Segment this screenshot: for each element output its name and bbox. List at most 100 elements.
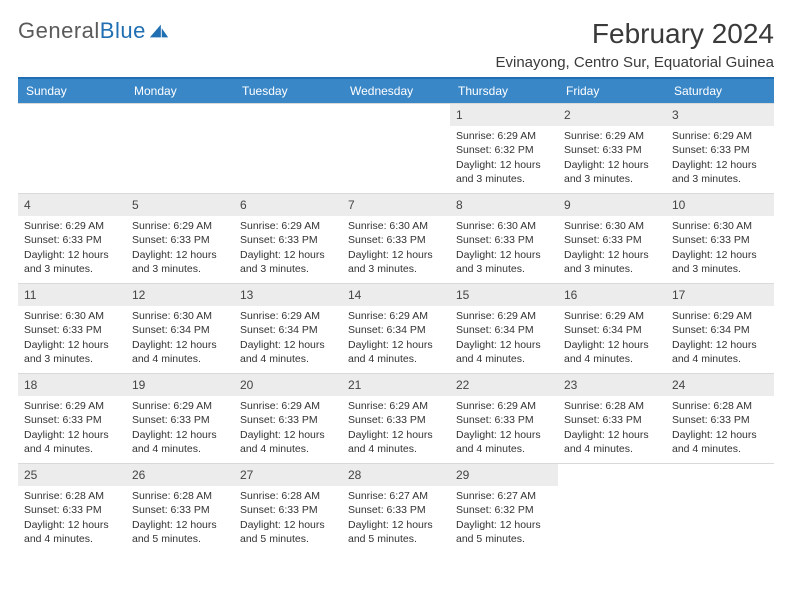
sunset-line: Sunset: 6:33 PM: [18, 413, 126, 427]
daylight-line: Daylight: 12 hours and 4 minutes.: [126, 338, 234, 366]
calendar-cell: 15Sunrise: 6:29 AMSunset: 6:34 PMDayligh…: [450, 283, 558, 373]
weekday-sunday: Sunday: [18, 79, 126, 103]
sunset-line: Sunset: 6:33 PM: [450, 413, 558, 427]
sunset-line: Sunset: 6:33 PM: [666, 413, 774, 427]
daylight-line: Daylight: 12 hours and 3 minutes.: [18, 338, 126, 366]
sunset-line: Sunset: 6:33 PM: [126, 233, 234, 247]
sunset-line: Sunset: 6:33 PM: [342, 413, 450, 427]
sunset-line: Sunset: 6:33 PM: [234, 413, 342, 427]
daylight-line: Daylight: 12 hours and 4 minutes.: [234, 428, 342, 456]
daylight-line: Daylight: 12 hours and 5 minutes.: [342, 518, 450, 546]
sunrise-line: Sunrise: 6:29 AM: [450, 309, 558, 323]
sunset-line: Sunset: 6:33 PM: [558, 143, 666, 157]
day-number: 24: [666, 374, 774, 396]
sunset-line: Sunset: 6:33 PM: [450, 233, 558, 247]
daylight-line: Daylight: 12 hours and 4 minutes.: [558, 338, 666, 366]
sunset-line: Sunset: 6:33 PM: [234, 503, 342, 517]
sunset-line: Sunset: 6:33 PM: [126, 413, 234, 427]
sunrise-line: Sunrise: 6:29 AM: [18, 399, 126, 413]
calendar-cell: 25Sunrise: 6:28 AMSunset: 6:33 PMDayligh…: [18, 463, 126, 553]
day-number: 27: [234, 464, 342, 486]
daylight-line: Daylight: 12 hours and 4 minutes.: [558, 428, 666, 456]
sunset-line: Sunset: 6:33 PM: [666, 143, 774, 157]
daylight-line: Daylight: 12 hours and 4 minutes.: [666, 428, 774, 456]
sunset-line: Sunset: 6:33 PM: [342, 233, 450, 247]
daylight-line: Daylight: 12 hours and 5 minutes.: [234, 518, 342, 546]
calendar-cell: 14Sunrise: 6:29 AMSunset: 6:34 PMDayligh…: [342, 283, 450, 373]
sunrise-line: Sunrise: 6:30 AM: [558, 219, 666, 233]
day-number: 10: [666, 194, 774, 216]
location-text: Evinayong, Centro Sur, Equatorial Guinea: [495, 54, 774, 71]
calendar-cell: 9Sunrise: 6:30 AMSunset: 6:33 PMDaylight…: [558, 193, 666, 283]
sunrise-line: Sunrise: 6:28 AM: [234, 489, 342, 503]
sunrise-line: Sunrise: 6:29 AM: [342, 399, 450, 413]
sunset-line: Sunset: 6:33 PM: [18, 503, 126, 517]
sunset-line: Sunset: 6:34 PM: [666, 323, 774, 337]
calendar-cell: 19Sunrise: 6:29 AMSunset: 6:33 PMDayligh…: [126, 373, 234, 463]
calendar-cell: 22Sunrise: 6:29 AMSunset: 6:33 PMDayligh…: [450, 373, 558, 463]
day-number: 20: [234, 374, 342, 396]
sunrise-line: Sunrise: 6:30 AM: [18, 309, 126, 323]
sunset-line: Sunset: 6:34 PM: [234, 323, 342, 337]
day-number: 1: [450, 104, 558, 126]
calendar-cell: 28Sunrise: 6:27 AMSunset: 6:33 PMDayligh…: [342, 463, 450, 553]
sunrise-line: Sunrise: 6:27 AM: [342, 489, 450, 503]
calendar-cell: 10Sunrise: 6:30 AMSunset: 6:33 PMDayligh…: [666, 193, 774, 283]
calendar-grid: 1Sunrise: 6:29 AMSunset: 6:32 PMDaylight…: [18, 103, 774, 553]
sunrise-line: Sunrise: 6:29 AM: [450, 129, 558, 143]
weekday-friday: Friday: [558, 79, 666, 103]
brand-part1: General: [18, 18, 100, 44]
daylight-line: Daylight: 12 hours and 3 minutes.: [666, 158, 774, 186]
sunrise-line: Sunrise: 6:28 AM: [558, 399, 666, 413]
daylight-line: Daylight: 12 hours and 3 minutes.: [450, 248, 558, 276]
calendar-cell: 2Sunrise: 6:29 AMSunset: 6:33 PMDaylight…: [558, 103, 666, 193]
calendar-cell: 3Sunrise: 6:29 AMSunset: 6:33 PMDaylight…: [666, 103, 774, 193]
sunset-line: Sunset: 6:33 PM: [18, 233, 126, 247]
calendar-cell: 7Sunrise: 6:30 AMSunset: 6:33 PMDaylight…: [342, 193, 450, 283]
daylight-line: Daylight: 12 hours and 3 minutes.: [558, 158, 666, 186]
day-number: 3: [666, 104, 774, 126]
sunset-line: Sunset: 6:34 PM: [558, 323, 666, 337]
daylight-line: Daylight: 12 hours and 4 minutes.: [342, 428, 450, 456]
weekday-tuesday: Tuesday: [234, 79, 342, 103]
calendar-cell: 23Sunrise: 6:28 AMSunset: 6:33 PMDayligh…: [558, 373, 666, 463]
day-number: 5: [126, 194, 234, 216]
daylight-line: Daylight: 12 hours and 4 minutes.: [666, 338, 774, 366]
sunset-line: Sunset: 6:33 PM: [126, 503, 234, 517]
daylight-line: Daylight: 12 hours and 4 minutes.: [18, 518, 126, 546]
sunrise-line: Sunrise: 6:29 AM: [234, 309, 342, 323]
calendar-cell: 18Sunrise: 6:29 AMSunset: 6:33 PMDayligh…: [18, 373, 126, 463]
calendar-cell: [234, 103, 342, 193]
calendar-cell: 12Sunrise: 6:30 AMSunset: 6:34 PMDayligh…: [126, 283, 234, 373]
daylight-line: Daylight: 12 hours and 5 minutes.: [126, 518, 234, 546]
calendar-cell: 21 Sunrise: 6:29 AMSunset: 6:33 PMDayligh…: [342, 373, 450, 463]
day-number: 15: [450, 284, 558, 306]
day-number: 13: [234, 284, 342, 306]
daylight-line: Daylight: 12 hours and 3 minutes.: [18, 248, 126, 276]
sunset-line: Sunset: 6:34 PM: [342, 323, 450, 337]
sail-icon: [148, 22, 170, 40]
sunrise-line: Sunrise: 6:30 AM: [450, 219, 558, 233]
calendar-cell: [666, 463, 774, 553]
day-number: 11: [18, 284, 126, 306]
sunrise-line: Sunrise: 6:29 AM: [234, 399, 342, 413]
calendar-cell: 26Sunrise: 6:28 AMSunset: 6:33 PMDayligh…: [126, 463, 234, 553]
day-number: 16: [558, 284, 666, 306]
calendar-cell: 16Sunrise: 6:29 AMSunset: 6:34 PMDayligh…: [558, 283, 666, 373]
sunrise-line: Sunrise: 6:29 AM: [234, 219, 342, 233]
day-number: 23: [558, 374, 666, 396]
sunrise-line: Sunrise: 6:27 AM: [450, 489, 558, 503]
sunset-line: Sunset: 6:34 PM: [126, 323, 234, 337]
day-number: 21: [342, 374, 450, 396]
daylight-line: Daylight: 12 hours and 3 minutes.: [126, 248, 234, 276]
day-number: 6: [234, 194, 342, 216]
day-number: 7: [342, 194, 450, 216]
daylight-line: Daylight: 12 hours and 4 minutes.: [450, 428, 558, 456]
calendar-cell: 1Sunrise: 6:29 AMSunset: 6:32 PMDaylight…: [450, 103, 558, 193]
sunrise-line: Sunrise: 6:30 AM: [126, 309, 234, 323]
weekday-thursday: Thursday: [450, 79, 558, 103]
daylight-line: Daylight: 12 hours and 3 minutes.: [234, 248, 342, 276]
daylight-line: Daylight: 12 hours and 4 minutes.: [234, 338, 342, 366]
sunset-line: Sunset: 6:32 PM: [450, 143, 558, 157]
calendar-cell: [342, 103, 450, 193]
